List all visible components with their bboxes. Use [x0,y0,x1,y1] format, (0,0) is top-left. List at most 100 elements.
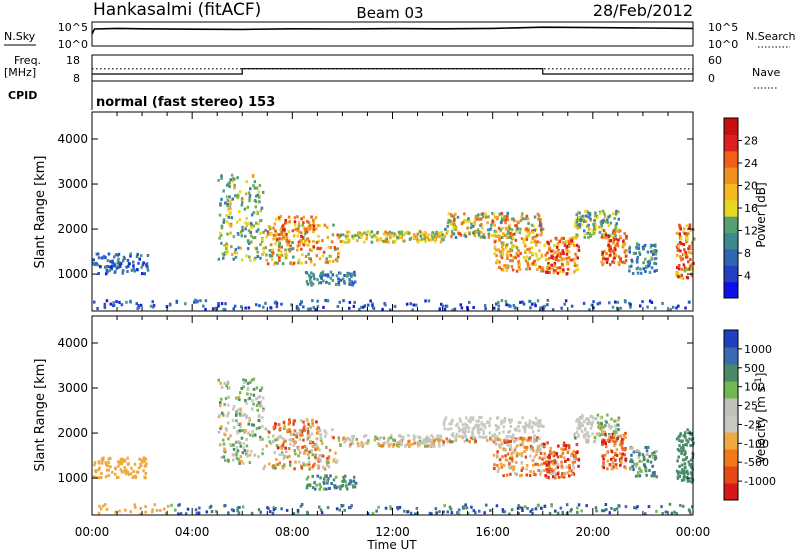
scatter-point [600,235,604,239]
scatter-point [688,245,691,248]
scatter-point [639,267,642,271]
scatter-point [615,431,619,435]
scatter-point [252,423,256,427]
scatter-point [583,435,586,439]
scatter-point [341,277,345,281]
scatter-point [358,231,361,235]
scatter-point [567,449,570,452]
scatter-point [313,227,316,231]
scatter-point [501,510,505,514]
scatter-point [561,465,565,469]
scatter-point [688,226,691,230]
scatter-point [143,272,146,276]
scatter-point [575,220,579,224]
scatter-point [508,227,511,231]
scatter-point [575,213,578,217]
scatter-point [262,246,265,250]
scatter-point [632,468,635,472]
scatter-point [615,453,619,457]
scatter-point [494,424,498,427]
scatter-point [248,255,251,259]
scatter-point [337,251,340,255]
scatter-point [464,430,467,434]
scatter-point [614,452,617,455]
scatter-point [642,261,645,265]
scatter-point [670,511,674,515]
scatter-point [439,435,442,439]
scatter-point [573,270,576,274]
scatter-point [120,460,123,464]
scatter-point [601,509,604,513]
scatter-point [132,469,135,473]
scatter-point [634,465,638,469]
scatter-point [105,265,108,269]
scatter-point [399,439,402,443]
scatter-point [352,479,356,483]
scatter-point [285,508,289,512]
scatter-point [594,214,597,218]
scatter-point [525,227,528,231]
scatter-point [556,455,560,459]
scatter-point [502,248,505,251]
scatter-point [309,257,313,261]
scatter-point [533,434,536,438]
scatter-point [306,237,310,241]
colorbar-swatch [724,167,738,184]
scatter-point [459,419,462,423]
scatter-point [243,413,247,416]
scatter-point [310,225,314,229]
scatter-point [481,226,484,230]
scatter-point [111,259,114,263]
scatter-point [577,464,580,468]
scatter-point [649,245,653,249]
scatter-point [545,475,549,479]
scatter-point [478,217,481,221]
colorbar-swatch [724,415,738,433]
scatter-point [505,435,508,439]
scatter-point [597,432,601,436]
scatter-point [576,267,580,271]
scatter-point [606,459,609,463]
scatter-point [247,229,251,233]
scatter-point [596,421,600,425]
scatter-point [245,216,248,220]
scatter-point [230,216,233,220]
scatter-point [326,464,329,467]
scatter-point [574,221,577,225]
colorbar-frame [723,329,739,501]
scatter-point [480,212,483,216]
scatter-point [460,428,463,432]
scatter-point [560,262,564,266]
scatter-point [302,463,306,467]
scatter-point [257,228,260,232]
scatter-point [651,464,654,468]
scatter-point [604,233,608,237]
scatter-point [223,381,226,385]
scatter-point [135,255,139,258]
scatter-point [261,416,264,420]
scatter-point [134,474,138,478]
scatter-point [559,454,563,458]
scatter-point [512,232,515,236]
scatter-point [678,240,682,244]
scatter-point [638,252,642,256]
scatter-point [140,265,143,269]
scatter-point [220,226,223,230]
scatter-point [511,268,515,272]
scatter-point [327,455,331,459]
scatter-point [322,477,326,481]
scatter-point [590,423,594,427]
scatter-point [415,235,419,239]
scatter-point [472,306,475,309]
scatter-point [680,449,684,453]
scatter-point [493,463,496,467]
scatter-point [631,260,634,264]
scatter-point [93,263,96,267]
scatter-point [274,261,277,265]
scatter-point [389,436,393,440]
scatter-point [332,259,335,263]
scatter-point [174,508,177,512]
scatter-point [498,234,501,238]
scatter-point [480,230,483,234]
